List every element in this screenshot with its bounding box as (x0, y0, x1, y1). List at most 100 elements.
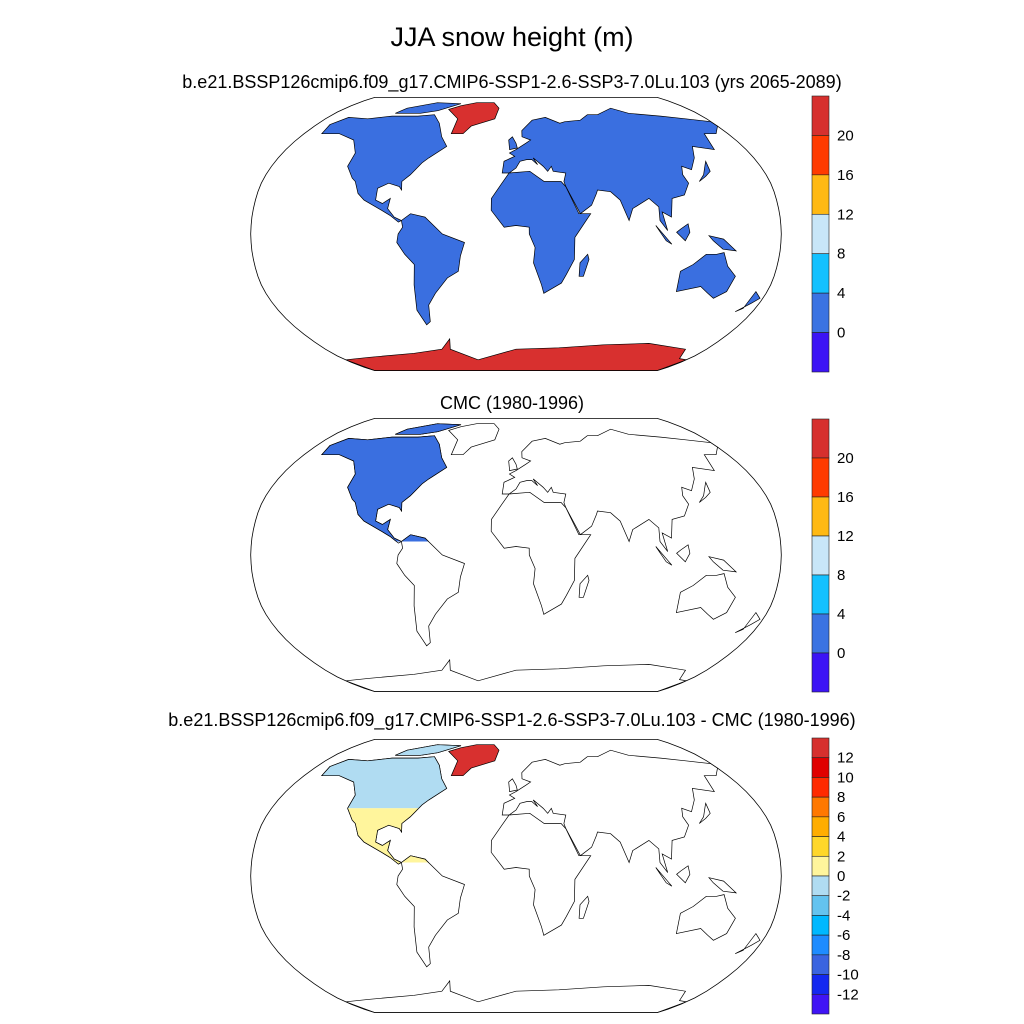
colorbar-box (811, 418, 830, 459)
colorbar-box (811, 993, 830, 1015)
colorbar-box (811, 836, 830, 857)
colorbar-box (811, 574, 830, 615)
colorbar-box (811, 535, 830, 576)
colorbar-label: 4 (837, 606, 845, 623)
colorbar-label: 6 (837, 809, 845, 826)
eurasia-landmass (501, 749, 718, 873)
uk-landmass (508, 136, 518, 151)
colorbar-box (811, 915, 830, 936)
antarctica-landmass (345, 979, 688, 1013)
colorbar-box (811, 855, 830, 877)
uk-landmass (508, 778, 518, 793)
greenland-landmass (448, 423, 500, 456)
antarctica-landmass (345, 658, 688, 692)
arctic-snow-region (395, 423, 462, 435)
eurasia-landmass (501, 428, 718, 552)
colorbar-label: 0 (837, 325, 845, 342)
map-panel-1 (250, 97, 782, 371)
sumatra-landmass (655, 225, 673, 245)
southamerica-landmass (396, 534, 465, 647)
colorbar-box (811, 934, 830, 956)
eurasia-landmass (501, 107, 718, 231)
map-panel-2 (250, 418, 782, 692)
colorbar-label: 8 (837, 567, 845, 584)
africa-landmass (490, 170, 592, 294)
panel-2-title: CMC (1980-1996) (439, 393, 585, 413)
colorbar-label: 8 (837, 789, 845, 806)
australia-landmass (675, 252, 736, 299)
colorbar-label: -2 (837, 888, 850, 905)
colorbar-box (811, 875, 830, 897)
colorbar-label: 4 (837, 285, 845, 302)
colorbar-label: 2 (837, 848, 845, 865)
colorbar-box (811, 457, 830, 498)
panel-3-title: b.e21.BSSP126cmip6.f09_g17.CMIP6-SSP1-2.… (168, 710, 856, 730)
colorbar-box (811, 332, 830, 373)
colorbar-1: 20 16 12 8 4 0 (811, 95, 854, 373)
africa-landmass (490, 491, 592, 615)
colorbar-box (811, 737, 830, 759)
colorbar-label: 12 (837, 750, 854, 767)
colorbar-box (811, 174, 830, 215)
colorbar-2: 20 16 12 8 4 0 (811, 418, 854, 693)
panel-1-title: b.e21.BSSP126cmip6.f09_g17.CMIP6-SSP1-2.… (182, 72, 842, 92)
madagascar-landmass (578, 574, 590, 598)
colorbar-label: 8 (837, 246, 845, 263)
northamerica-landmass (321, 114, 448, 223)
borneo-landmass (676, 544, 691, 563)
colorbar-label: 12 (837, 206, 854, 223)
colorbar-box (811, 213, 830, 255)
newguinea-landmass (708, 877, 738, 894)
newzealand-landmass (735, 290, 761, 313)
colorbar-label: 16 (837, 167, 854, 184)
southamerica-snow-region (401, 534, 429, 542)
colorbar-box (811, 895, 830, 916)
colorbar-label: 0 (837, 868, 845, 885)
borneo-landmass (676, 865, 691, 884)
japan-landmass (699, 481, 711, 503)
southamerica-landmass (396, 855, 465, 968)
southamerica-diff (401, 855, 429, 863)
colorbar-label: 4 (837, 829, 845, 846)
colorbar-label: 20 (837, 127, 854, 144)
colorbar-label: 16 (837, 489, 854, 506)
colorbar-box (811, 777, 830, 798)
colorbar-label: -6 (837, 927, 850, 944)
colorbar-box (811, 652, 830, 693)
australia-landmass (675, 573, 736, 620)
colorbar-box (811, 954, 830, 975)
colorbar-label: 10 (837, 769, 854, 786)
colorbar-label: 20 (837, 450, 854, 467)
greenland-landmass (448, 744, 500, 777)
greenland-landmass (448, 102, 500, 135)
japan-landmass (699, 160, 711, 182)
map-panel-3 (250, 739, 782, 1013)
figure-title: JJA snow height (m) (390, 22, 634, 52)
colorbar-box (811, 757, 830, 778)
colorbar-label: 12 (837, 528, 854, 545)
northamerica-diff-north (321, 756, 448, 809)
colorbar-box (811, 292, 830, 333)
japan-landmass (699, 802, 711, 824)
colorbar-label: 0 (837, 645, 845, 662)
southamerica-landmass (396, 213, 465, 326)
arctic-landmass (395, 102, 462, 114)
arctic-diff-north (395, 744, 462, 756)
colorbar-3: 12 10 8 6 4 2 0 -2 -4 -6 -8 -10 -12 (811, 737, 859, 1015)
map-boundary (250, 418, 782, 692)
colorbar-label: -4 (837, 907, 850, 924)
northamerica-snow-region (321, 435, 448, 542)
australia-landmass (675, 894, 736, 941)
borneo-landmass (676, 223, 691, 242)
newguinea-landmass (708, 556, 738, 573)
colorbar-label: -10 (837, 967, 859, 984)
sumatra-landmass (655, 867, 673, 887)
newguinea-landmass (708, 235, 738, 252)
sumatra-landmass (655, 546, 673, 566)
colorbar-box (811, 796, 830, 818)
colorbar-box (811, 253, 830, 294)
colorbar-box (811, 135, 830, 176)
map-boundary (250, 97, 782, 371)
madagascar-landmass (578, 253, 590, 277)
